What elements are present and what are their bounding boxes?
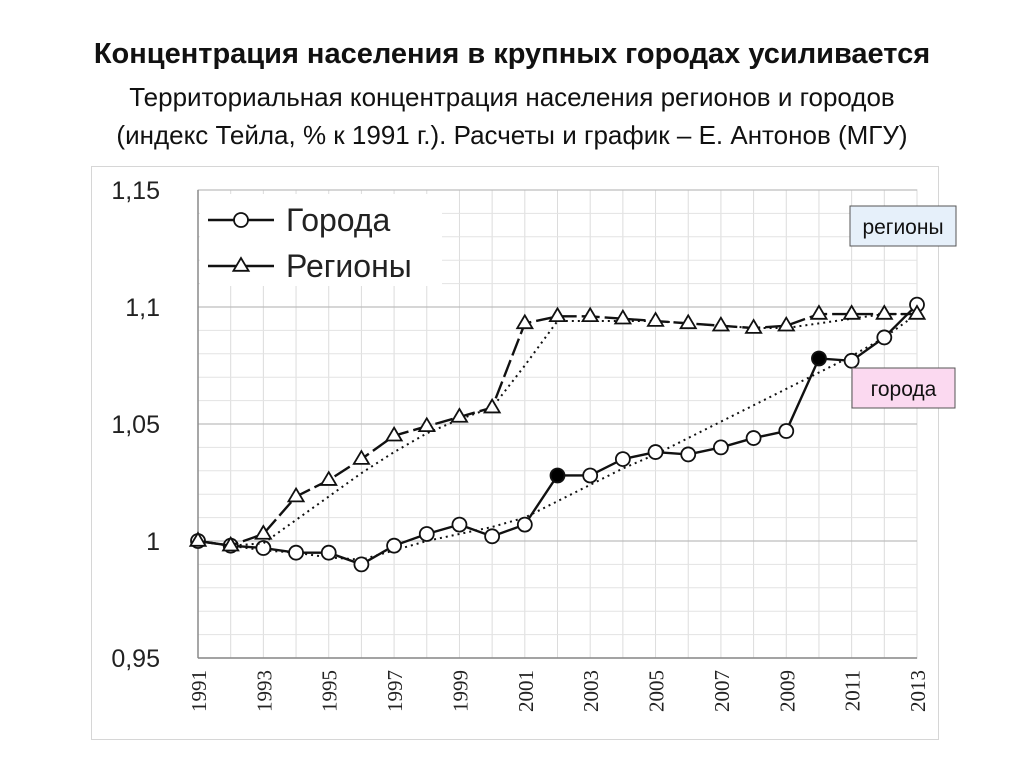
regions-point [254, 524, 273, 540]
regions-point [842, 304, 861, 320]
regions-point [809, 304, 829, 320]
chart-axes: 1,15 1,1 1,05 1 0,95 1991 1993 1995 1997 1999 2001… [111, 177, 930, 712]
regions-point [417, 416, 436, 433]
x-tick-label: 2011 [841, 670, 865, 711]
x-tick-label: 2007 [710, 670, 734, 712]
cities-point [484, 528, 501, 545]
y-tick-label: 1,15 [111, 177, 160, 205]
chart-series [188, 296, 927, 573]
cities-trend-line [197, 313, 918, 561]
cities-point [843, 352, 860, 369]
cities-point [320, 544, 337, 561]
page-subtitle-line2: (индекс Тейла, % к 1991 г.). Расчеты и г… [116, 120, 908, 150]
x-tick-label: 2001 [514, 670, 538, 712]
cities-point [549, 467, 566, 484]
y-tick-label: 1,1 [125, 294, 160, 322]
cities-point [811, 350, 827, 367]
y-tick-label: 1 [146, 528, 160, 556]
regions-point [646, 311, 665, 327]
regions-point [188, 531, 208, 547]
legend-label: Города [286, 202, 391, 238]
regions-point [384, 425, 404, 442]
regions-point [875, 304, 894, 320]
x-tick-label: 2013 [906, 670, 930, 712]
x-tick-label: 1999 [448, 670, 472, 712]
regions-point [286, 486, 306, 503]
x-tick-label: 2009 [775, 670, 799, 712]
chart-annotations: регионы города [849, 205, 957, 409]
regions-point [319, 470, 338, 486]
annotation-label: регионы [862, 216, 943, 239]
x-tick-label: 1991 [187, 670, 211, 712]
y-tick-label: 1,05 [111, 411, 160, 439]
regions-point [613, 308, 633, 325]
regions-point [744, 318, 763, 334]
cities-point [876, 329, 893, 346]
cities-point [680, 446, 697, 463]
regions-point [581, 306, 600, 323]
annotation-label: города [871, 378, 937, 401]
cities-point [386, 537, 402, 554]
regions-point [907, 304, 927, 320]
cities-point [451, 516, 468, 533]
cities-point [353, 556, 370, 573]
regions-point [221, 535, 240, 552]
cities-point [614, 451, 631, 468]
legend-marker [231, 256, 251, 272]
legend-label: Регионы [286, 248, 412, 284]
cities-point [255, 540, 272, 556]
regions-point [352, 449, 371, 465]
annotation-box [851, 367, 956, 409]
regions-point [679, 313, 698, 330]
cities-point [745, 430, 762, 446]
annotation-box [849, 205, 957, 247]
regions-series-line [197, 312, 917, 547]
chart-grid [197, 189, 918, 659]
chart-frame [91, 166, 939, 740]
page-subtitle-line1: Территориальная концентрация населения р… [129, 82, 895, 112]
x-tick-label: 1997 [383, 670, 407, 712]
cities-point [582, 467, 599, 484]
regions-point [711, 315, 731, 332]
y-tick-label: 0,95 [111, 645, 160, 673]
regions-trend-line [197, 313, 917, 547]
cities-point [288, 544, 304, 561]
cities-point [647, 444, 664, 460]
x-tick-label: 1993 [252, 670, 276, 712]
cities-point [516, 516, 533, 533]
regions-point [482, 397, 502, 414]
x-tick-label: 1995 [318, 670, 342, 712]
page-title: Концентрация населения в крупных городах… [93, 38, 931, 70]
cities-point [418, 526, 435, 542]
regions-point [515, 313, 534, 330]
regions-point [548, 306, 567, 323]
legend-marker [233, 212, 249, 228]
x-tick-label: 2003 [579, 670, 603, 712]
x-tick-label: 2005 [645, 670, 669, 712]
chart-legend: Города Регионы [200, 194, 442, 286]
regions-point [777, 315, 796, 332]
cities-point [713, 439, 729, 456]
regions-point [450, 407, 469, 423]
cities-point [778, 423, 795, 439]
